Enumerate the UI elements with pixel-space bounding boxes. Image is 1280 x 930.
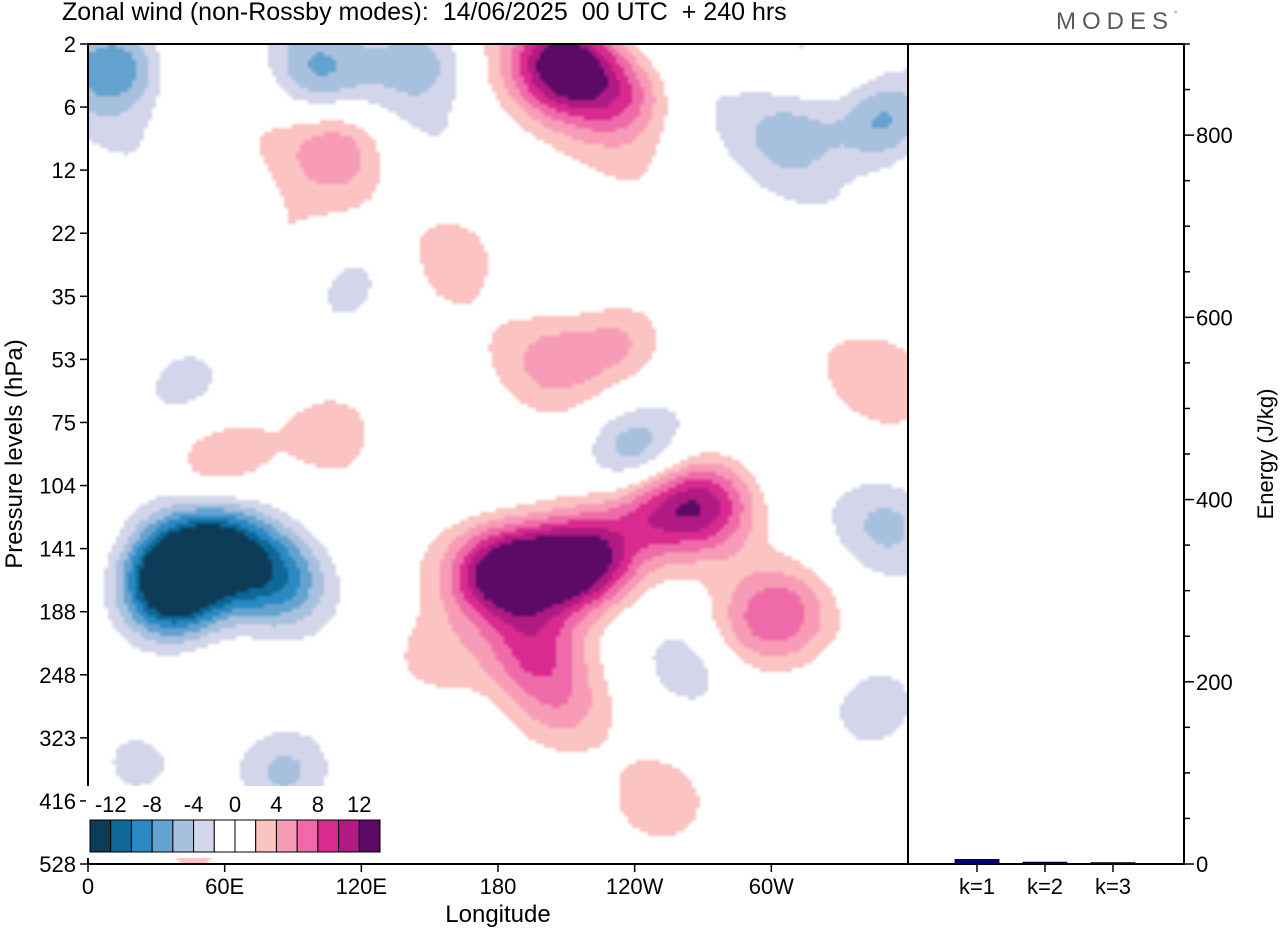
colorbar-swatch <box>110 819 132 853</box>
colorbar-swatch <box>193 819 215 853</box>
energy-bars: 0 200 400 600 800 Energy (J/kg) k=1 k=2 k=3 <box>954 43 1278 899</box>
colorbar-swatch <box>151 819 174 853</box>
chart-title: Zonal wind (non-Rossby modes): 14/06/202… <box>62 0 787 26</box>
x-tick-label: 0 <box>82 874 94 899</box>
colorbar-label: 8 <box>312 792 324 817</box>
colorbar-swatch <box>296 819 319 853</box>
colorbar-swatch <box>130 819 153 853</box>
x-tick-label: 120E <box>336 874 387 899</box>
energy-bar-k2 <box>1022 861 1068 865</box>
y-tick-label: 323 <box>39 726 76 751</box>
y-tick-label: 141 <box>39 537 76 562</box>
y-tick-label: 188 <box>39 600 76 625</box>
y-axis-label: Pressure levels (hPa) <box>1 339 28 568</box>
energy-bar-k1 <box>954 859 1000 865</box>
y-tick-label: 528 <box>39 852 76 877</box>
colorbar-swatch <box>172 819 195 853</box>
colorbar-swatch <box>317 819 340 853</box>
colorbar-swatch <box>213 819 236 853</box>
energy-tick-label: 400 <box>1196 488 1233 513</box>
y-tick-label: 35 <box>52 284 76 309</box>
y-tick-label: 53 <box>52 347 76 372</box>
colorbar-swatch <box>234 819 257 853</box>
colorbar-label: 0 <box>229 792 241 817</box>
energy-tick-label: 0 <box>1196 852 1208 877</box>
colorbar: -12 -8 -4 0 4 8 12 <box>86 786 384 858</box>
energy-category-label: k=3 <box>1095 874 1131 899</box>
y-tick-label: 12 <box>52 158 76 183</box>
brand-mark: ° <box>1174 10 1178 19</box>
energy-category-label: k=2 <box>1027 874 1063 899</box>
energy-tick-label: 600 <box>1196 305 1233 330</box>
colorbar-label: 4 <box>270 792 282 817</box>
x-tick-label: 60W <box>749 874 794 899</box>
energy-tick-label: 200 <box>1196 670 1233 695</box>
colorbar-swatch <box>338 819 360 853</box>
colorbar-swatch <box>358 819 381 853</box>
energy-tick-label: 800 <box>1196 123 1233 148</box>
y-tick-label: 416 <box>39 789 76 814</box>
colorbar-swatch <box>255 819 277 853</box>
brand-text: MODES <box>1056 8 1175 35</box>
y-tick-label: 22 <box>52 221 76 246</box>
colorbar-label: 12 <box>347 792 371 817</box>
y-tick-label: 75 <box>52 410 76 435</box>
y-tick-label: 248 <box>39 663 76 688</box>
energy-bar-k3 <box>1090 862 1136 865</box>
heatmap-field <box>88 44 908 864</box>
wind-field-image <box>88 44 908 864</box>
y-tick-label: 6 <box>64 95 76 120</box>
colorbar-label: -8 <box>142 792 162 817</box>
x-tick-label: 120W <box>606 874 664 899</box>
y-tick-label: 2 <box>64 32 76 57</box>
y-tick-label: 104 <box>39 474 76 499</box>
colorbar-label: -12 <box>95 792 127 817</box>
x-axis-label: Longitude <box>445 901 550 928</box>
energy-category-label: k=1 <box>959 874 995 899</box>
x-tick-label: 60E <box>205 874 244 899</box>
brand-logo: MODES° <box>1056 8 1177 36</box>
x-tick-label: 180 <box>480 874 517 899</box>
colorbar-label: -4 <box>184 792 204 817</box>
colorbar-swatch <box>89 819 112 853</box>
colorbar-swatch <box>275 819 298 853</box>
energy-axis-label: Energy (J/kg) <box>1253 389 1278 520</box>
